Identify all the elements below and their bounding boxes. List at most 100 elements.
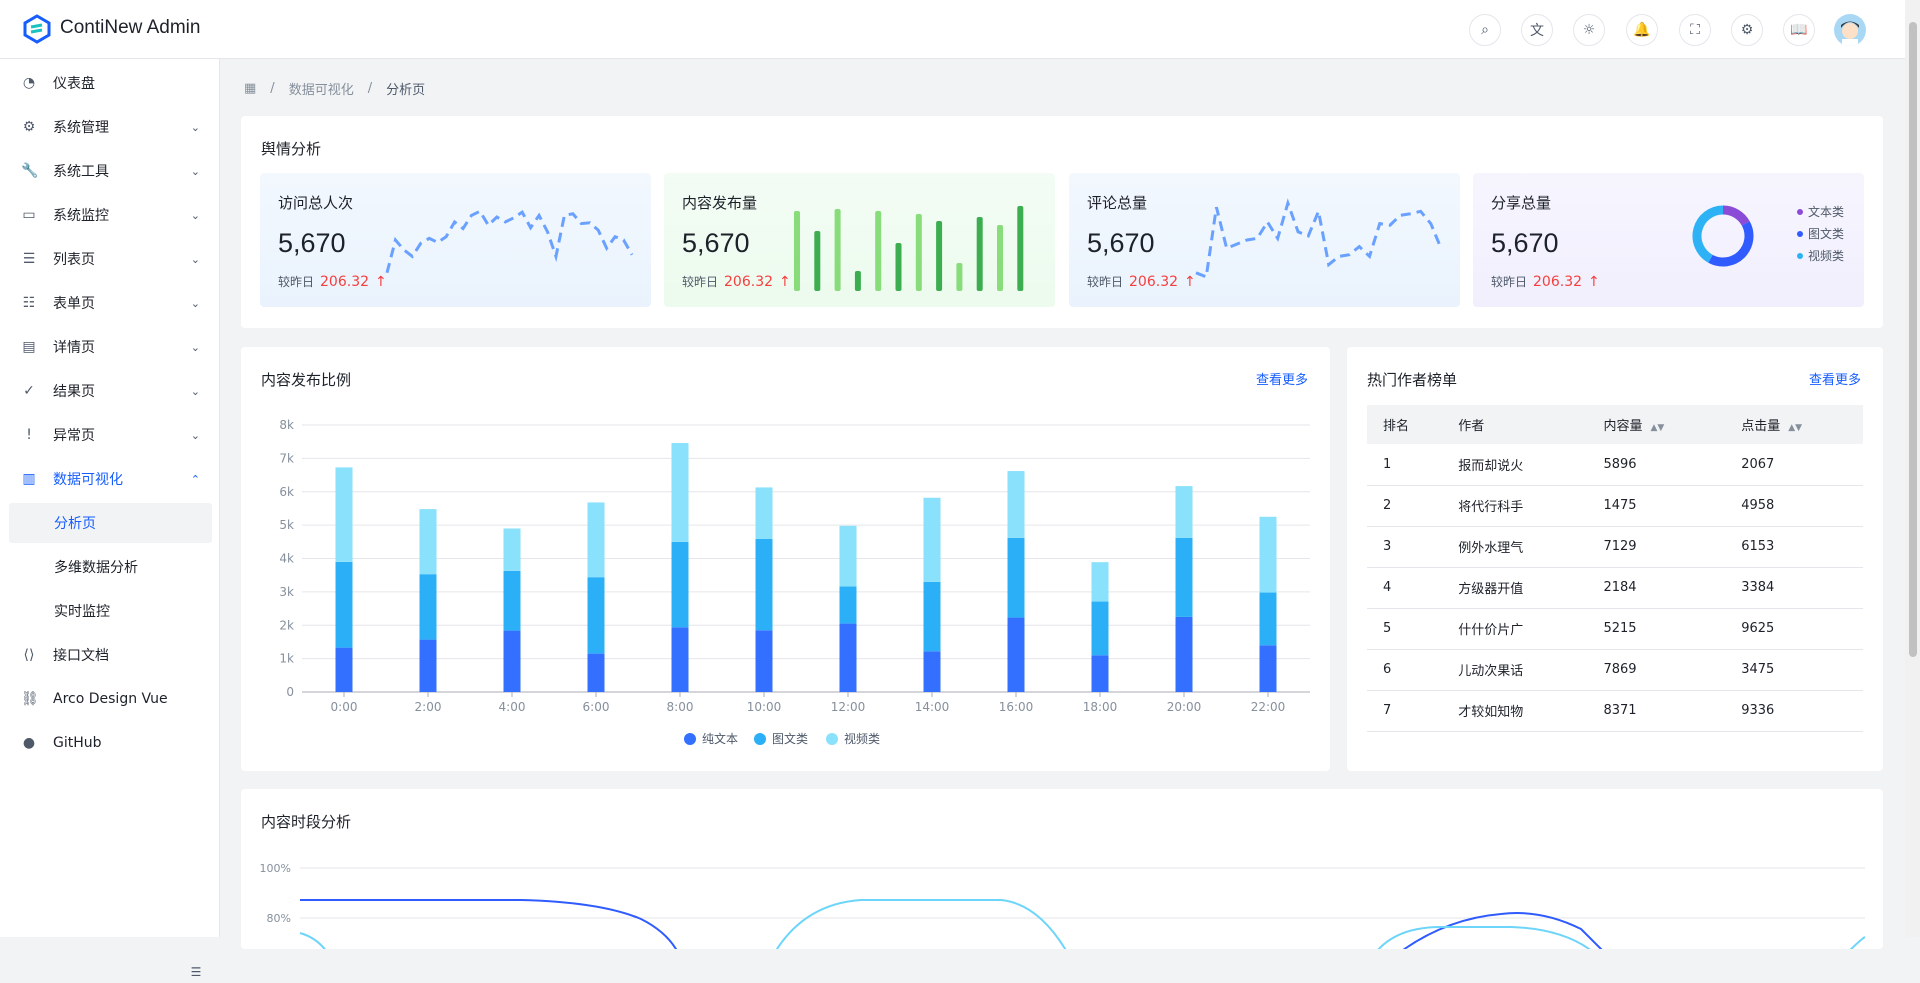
scrollbar-thumb[interactable] — [1909, 22, 1917, 657]
table-row: 5 什什价片广 5215 9625 — [1367, 608, 1863, 650]
sidebar-item[interactable]: 多维数据分析 — [9, 547, 212, 587]
stat-compare: 较昨日 206.32 ↑ — [1087, 273, 1196, 290]
sort-icon[interactable]: ▲▼ — [1788, 423, 1803, 433]
sidebar-item-label: 数据可视化 — [53, 472, 123, 488]
donut-slice — [1692, 205, 1724, 263]
list-icon: ☰ — [22, 251, 36, 267]
sidebar-item[interactable]: 🔧 系统工具 ⌄ — [9, 151, 212, 191]
stat-compare: 较昨日 206.32 ↑ — [682, 273, 791, 290]
legend-item: 视频类 — [1797, 247, 1844, 264]
avatar[interactable] — [1834, 14, 1866, 46]
fullscreen-button[interactable]: ⛶ — [1679, 14, 1711, 46]
table-cell: 5215 — [1587, 608, 1726, 650]
sidebar-item[interactable]: ☰ 列表页 ⌄ — [9, 239, 212, 279]
bar-segment — [1259, 516, 1277, 593]
legend-dot[interactable] — [826, 733, 838, 745]
sidebar-item[interactable]: ☷ 表单页 ⌄ — [9, 283, 212, 323]
form-icon: ☷ — [22, 295, 36, 311]
card-title: 舆情分析 — [261, 140, 322, 158]
sidebar-item[interactable]: ✓ 结果页 ⌄ — [9, 371, 212, 411]
collapse-sidebar-button[interactable]: ☰ — [184, 961, 208, 983]
sidebar-item[interactable]: ◔ 仪表盘 — [9, 63, 212, 103]
arrow-up-icon: ↑ — [779, 273, 791, 290]
book-button[interactable]: 📖 — [1783, 14, 1815, 46]
bar-segment — [1175, 537, 1193, 617]
donut-chart — [1692, 205, 1754, 267]
bell-icon: 🔔 — [1633, 22, 1651, 38]
bar-chart-icon: ▥ — [22, 471, 36, 487]
view-more-link[interactable]: 查看更多 — [1808, 373, 1861, 388]
table-cell: 9336 — [1725, 690, 1863, 732]
exclamation-circle-icon: ! — [26, 427, 32, 443]
sidebar-item[interactable]: 实时监控 — [9, 591, 212, 631]
mini-bar — [875, 211, 882, 291]
sort-icon[interactable]: ▲▼ — [1650, 423, 1665, 433]
sidebar-item-label: 系统管理 — [53, 120, 109, 136]
search-button[interactable]: ⌕ — [1469, 14, 1501, 46]
sidebar-item-label: GitHub — [53, 735, 102, 751]
sidebar-item-label: 系统监控 — [53, 208, 109, 224]
bar-segment — [503, 570, 521, 631]
legend-label[interactable]: 视频类 — [844, 731, 880, 746]
bell-button[interactable]: 🔔 — [1626, 14, 1658, 46]
sparkline — [385, 209, 634, 274]
view-more-link[interactable]: 查看更多 — [1255, 373, 1308, 388]
sidebar-item[interactable]: 分析页 — [9, 503, 212, 543]
legend-label[interactable]: 图文类 — [772, 731, 808, 746]
sparkline-path — [1195, 198, 1443, 280]
stat-value: 5,670 — [682, 228, 750, 258]
sidebar-item[interactable]: ⟨⟩ 接口文档 — [9, 635, 212, 675]
compare-label: 较昨日 — [1087, 275, 1124, 289]
bar-segment — [755, 630, 773, 692]
column-header[interactable]: 内容量 ▲▼ — [1587, 405, 1726, 444]
y-tick-label: 0 — [286, 685, 294, 699]
translate-button[interactable]: 文 — [1521, 14, 1553, 46]
sidebar-item[interactable]: ▭ 系统监控 ⌄ — [9, 195, 212, 235]
sidebar-item-label: 实时监控 — [54, 604, 110, 620]
mini-bar — [794, 211, 800, 291]
y-tick-label: 100% — [260, 862, 291, 875]
sidebar-item[interactable]: ⛓ Arco Design Vue — [9, 679, 212, 719]
gear-icon: ⚙ — [22, 119, 36, 135]
chevron-down-icon: ⌄ — [190, 384, 200, 398]
x-tick-label: 8:00 — [667, 700, 694, 714]
sidebar-item[interactable]: ▤ 详情页 ⌄ — [9, 327, 212, 367]
legend-label: 图文类 — [1808, 227, 1845, 241]
legend-label[interactable]: 纯文本 — [702, 731, 738, 746]
breadcrumb-item[interactable]: 数据可视化 — [288, 83, 354, 98]
sidebar-item[interactable]: ⚙ 系统管理 ⌄ — [9, 107, 212, 147]
bar-segment — [587, 577, 605, 654]
table-cell: 1475 — [1587, 485, 1726, 527]
mini-bar — [834, 209, 841, 291]
compare-label: 较昨日 — [1491, 275, 1528, 289]
compare-label: 较昨日 — [682, 275, 719, 289]
x-tick-label: 0:00 — [331, 700, 358, 714]
fullscreen-icon: ⛶ — [1690, 22, 1700, 38]
legend-dot[interactable] — [684, 733, 696, 745]
bar-segment — [419, 509, 437, 575]
mini-bar — [895, 243, 902, 291]
gear-button[interactable]: ⚙ — [1731, 14, 1763, 46]
bar-segment — [419, 639, 437, 692]
period-analysis-card: 内容时段分析 100% 80% — [241, 789, 1883, 949]
sidebar-item[interactable]: ▥ 数据可视化 ⌃ — [9, 459, 212, 499]
x-tick-label: 16:00 — [999, 700, 1034, 714]
sidebar-item[interactable]: ! 异常页 ⌄ — [9, 415, 212, 455]
y-tick-label: 80% — [267, 912, 291, 925]
table-cell: 2184 — [1587, 567, 1726, 609]
mini-bar-chart — [794, 206, 1024, 291]
table-row: 7 才较如知物 8371 9336 — [1367, 690, 1863, 732]
theme-button[interactable]: ☼ — [1573, 14, 1605, 46]
period-line-chart: 100% 80% — [260, 862, 1866, 949]
bar-segment — [1175, 486, 1193, 538]
apps-icon[interactable]: ▦ — [244, 81, 257, 96]
legend-item: 图文类 — [1797, 225, 1844, 242]
sidebar-item-label: 表单页 — [53, 296, 95, 312]
table-row: 1 报而却说火 5896 2067 — [1367, 444, 1863, 486]
sidebar-item[interactable]: ● GitHub — [9, 723, 212, 763]
column-header[interactable]: 点击量 ▲▼ — [1725, 405, 1863, 444]
table-cell: 3475 — [1725, 649, 1863, 691]
compare-value: 206.32 — [320, 273, 370, 290]
table-cell: 6 — [1367, 649, 1443, 691]
legend-dot[interactable] — [754, 733, 766, 745]
